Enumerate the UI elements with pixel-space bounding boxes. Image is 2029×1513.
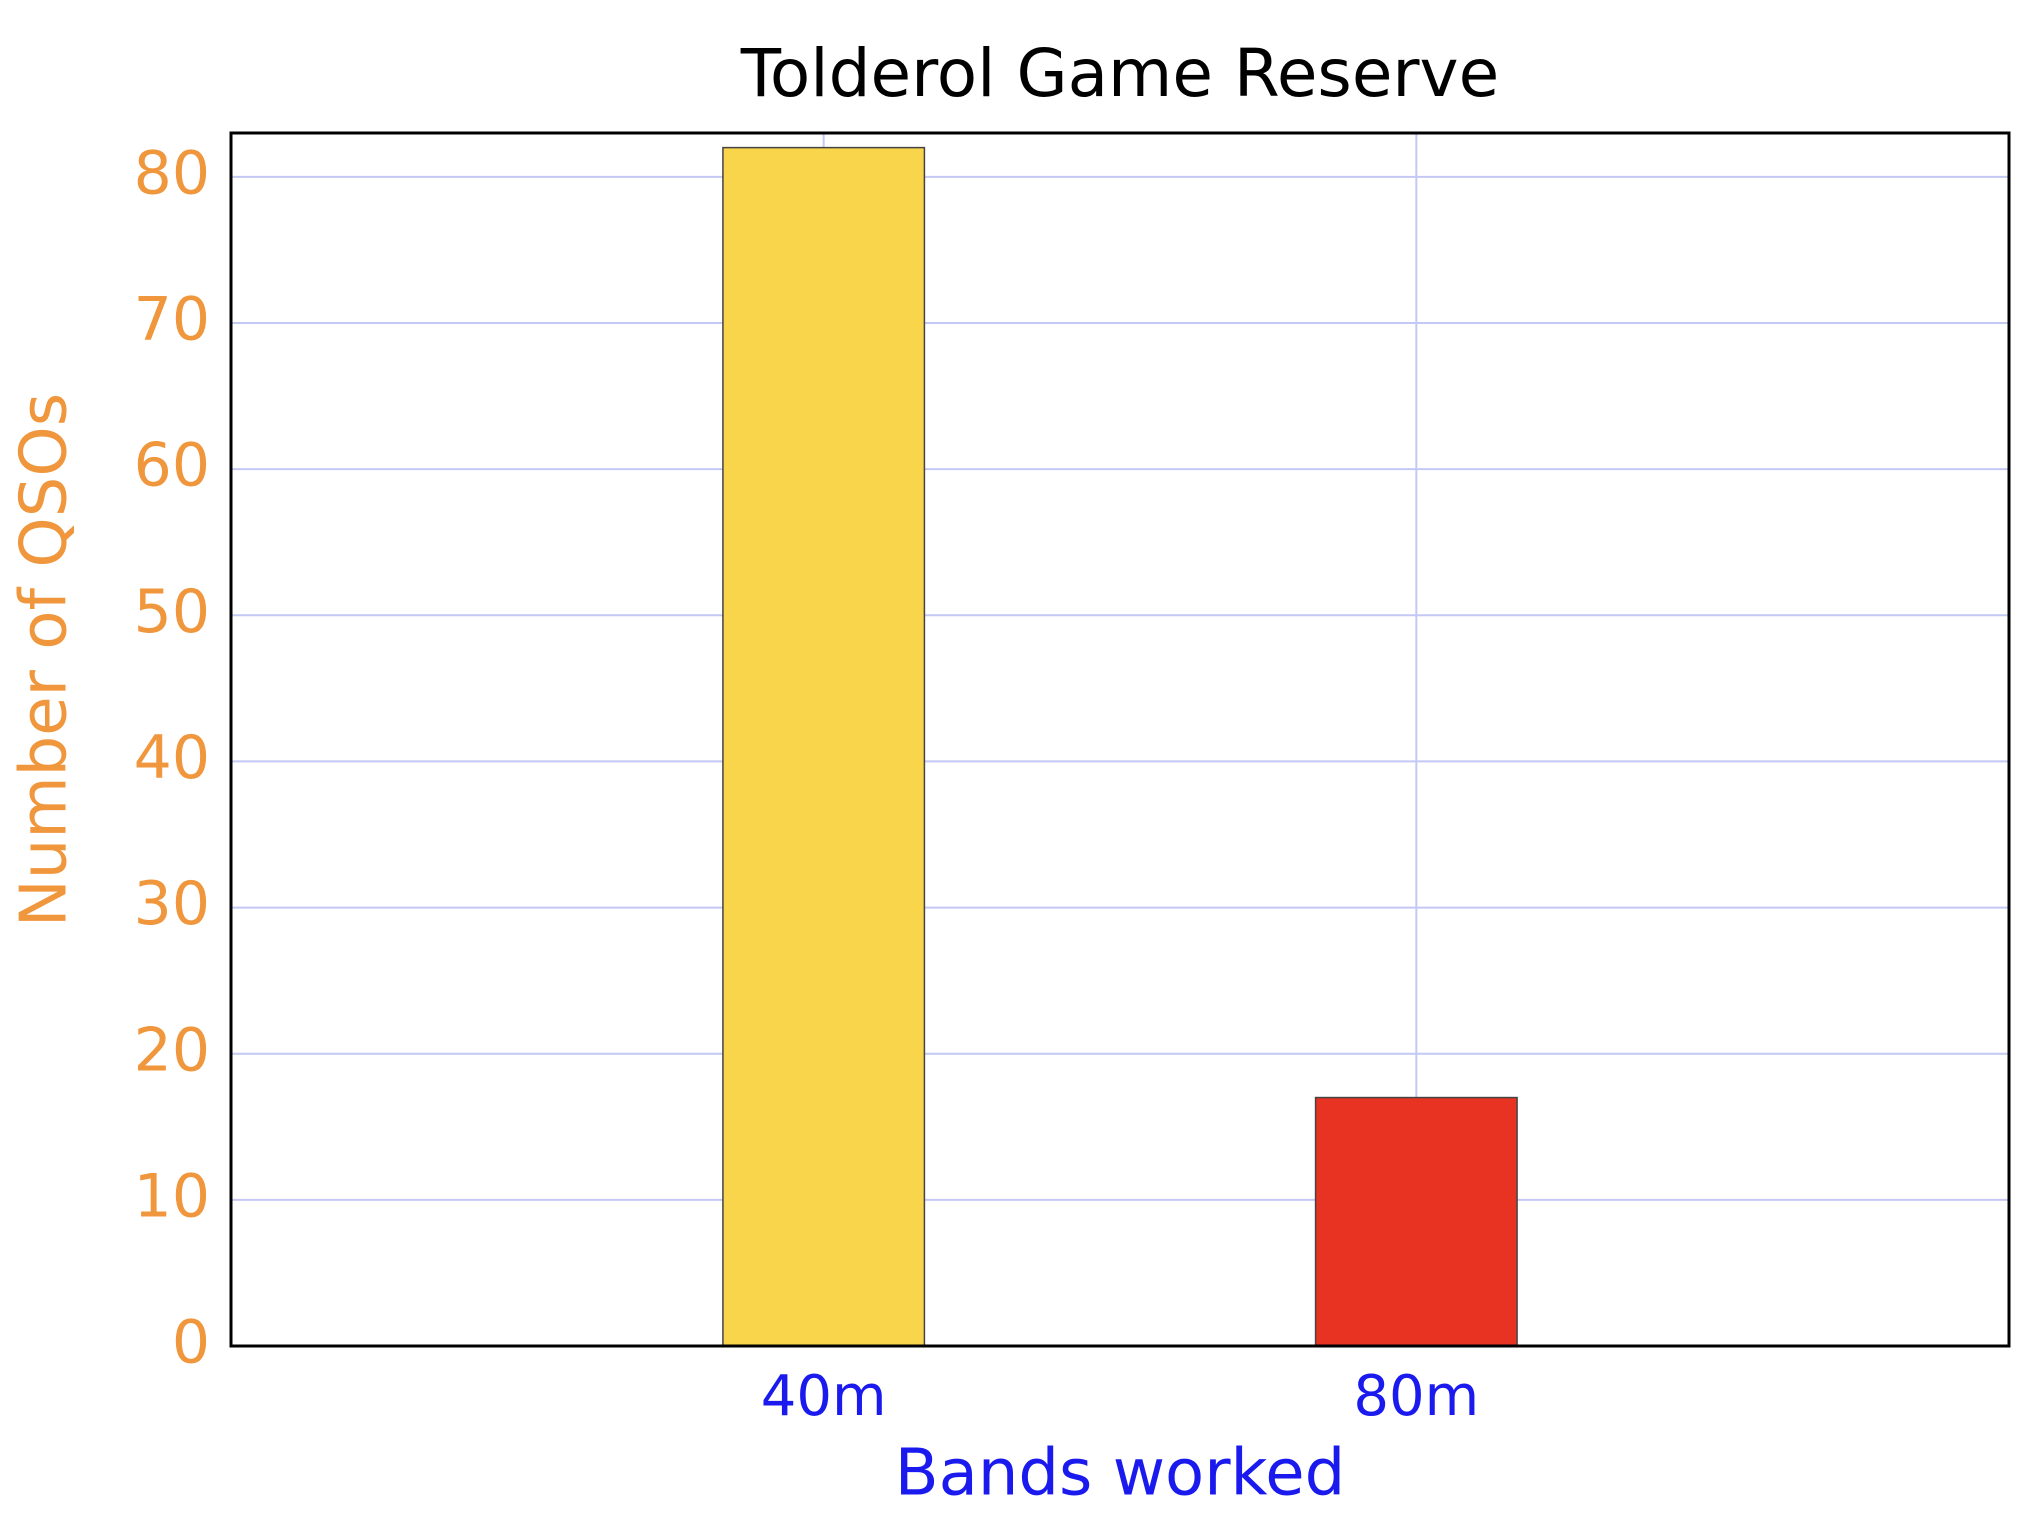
y-tick-label: 10 [134, 1161, 210, 1231]
y-axis-title: Number of QSOs [8, 393, 82, 927]
bar [722, 146, 926, 1347]
y-tick-label: 50 [134, 577, 210, 647]
plot-frame [229, 131, 2011, 1348]
y-tick-label: 30 [134, 869, 210, 939]
y-tick-label: 20 [134, 1015, 210, 1085]
y-tick-label: 60 [134, 431, 210, 501]
x-tick-label: 80m [1353, 1364, 1479, 1429]
chart-title: Tolderol Game Reserve [740, 35, 1499, 112]
bar [1314, 1096, 1518, 1347]
y-tick-label: 0 [172, 1308, 210, 1378]
y-tick-label: 80 [134, 138, 210, 208]
y-tick-label: 40 [134, 723, 210, 793]
y-tick-label: 70 [134, 285, 210, 355]
x-axis-title: Bands worked [895, 1437, 1346, 1511]
x-tick-label: 40m [761, 1364, 887, 1429]
